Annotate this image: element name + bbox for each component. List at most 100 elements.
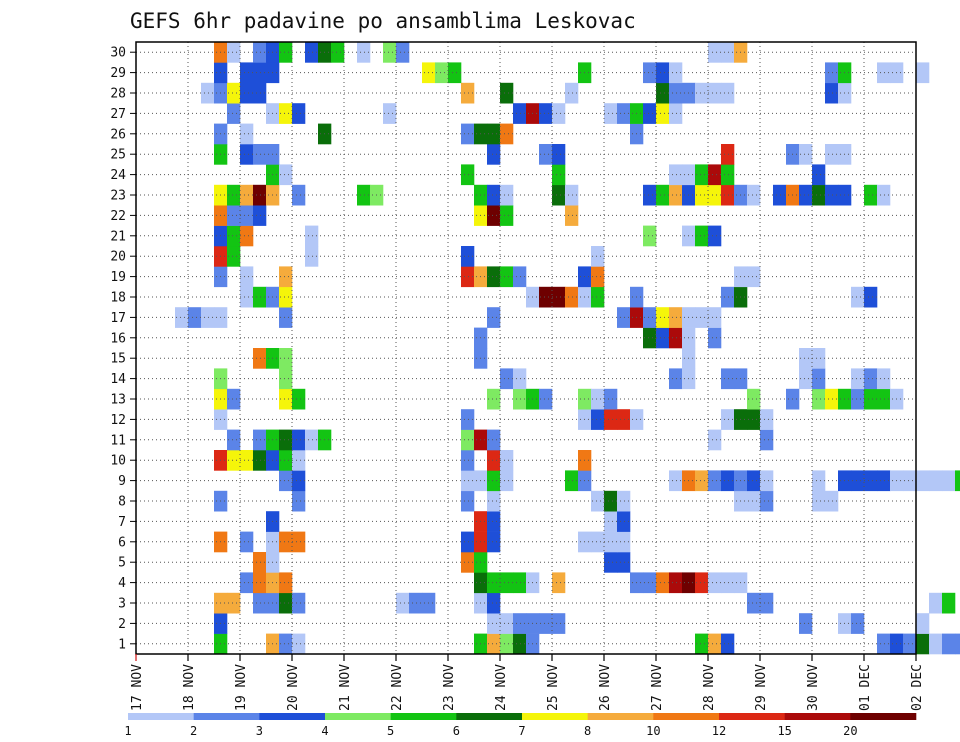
cell xyxy=(825,82,839,104)
cell xyxy=(825,388,839,410)
cell xyxy=(916,62,930,84)
cell xyxy=(812,164,826,186)
legend-label: 15 xyxy=(777,724,791,738)
y-tick-label: 30 xyxy=(110,46,126,61)
y-tick-label: 22 xyxy=(110,209,126,224)
cell xyxy=(604,511,618,532)
cell xyxy=(929,633,943,655)
cell xyxy=(292,490,306,512)
cell xyxy=(539,286,553,308)
cell xyxy=(942,633,956,655)
y-tick-label: 28 xyxy=(110,87,126,102)
legend-swatch xyxy=(587,713,654,720)
chart-title: GEFS 6hr padavine po ansamblima Leskovac xyxy=(130,9,636,33)
cell xyxy=(461,490,475,512)
cell xyxy=(812,490,826,512)
cell xyxy=(695,184,709,206)
legend-label: 20 xyxy=(843,724,857,738)
cell xyxy=(877,368,891,390)
y-tick-label: 8 xyxy=(118,495,126,510)
cell xyxy=(240,123,254,145)
cell xyxy=(227,450,241,471)
cell xyxy=(669,572,683,594)
cell xyxy=(409,592,423,614)
cell xyxy=(591,490,605,512)
cell xyxy=(201,307,215,328)
cell xyxy=(695,470,709,492)
cell xyxy=(643,184,657,206)
y-tick-label: 9 xyxy=(118,474,126,489)
cell xyxy=(279,266,293,288)
cell xyxy=(695,572,709,594)
cell xyxy=(591,409,605,430)
cell xyxy=(292,429,306,451)
x-tick-label: 27 NOV xyxy=(650,664,665,711)
cell xyxy=(240,205,254,226)
cell xyxy=(279,572,293,594)
y-tick-label: 19 xyxy=(110,270,126,285)
cell xyxy=(643,103,657,124)
cell xyxy=(604,552,618,573)
legend-swatch xyxy=(719,713,785,720)
x-tick-label: 23 NOV xyxy=(442,664,457,711)
cell xyxy=(331,42,345,63)
cell xyxy=(487,470,501,492)
cell xyxy=(760,470,774,492)
cell xyxy=(669,368,683,390)
x-tick-label: 01 DEC xyxy=(858,664,873,711)
cell xyxy=(448,62,462,84)
x-tick-label: 02 DEC xyxy=(910,664,925,711)
cell xyxy=(201,82,215,104)
cell xyxy=(487,123,501,145)
legend-swatch xyxy=(193,713,260,720)
cell xyxy=(864,368,878,390)
cell xyxy=(253,592,267,614)
cell xyxy=(942,470,956,492)
cell xyxy=(552,103,566,124)
cell xyxy=(721,82,735,104)
cell xyxy=(617,103,631,124)
cell xyxy=(487,592,501,614)
cell xyxy=(383,42,397,63)
y-tick-label: 6 xyxy=(118,535,126,550)
cell xyxy=(812,470,826,492)
y-tick-label: 16 xyxy=(110,331,126,346)
cell xyxy=(240,450,254,471)
cell xyxy=(227,82,241,104)
legend-label: 5 xyxy=(387,724,394,738)
cell xyxy=(279,470,293,492)
cell xyxy=(552,613,566,634)
cell xyxy=(851,613,865,634)
cell xyxy=(253,286,267,308)
cell xyxy=(227,225,241,247)
cell xyxy=(292,103,306,124)
cell xyxy=(656,327,670,349)
cell xyxy=(708,225,722,247)
cell xyxy=(877,388,891,410)
cell xyxy=(461,246,475,267)
cell xyxy=(552,184,566,206)
cell xyxy=(253,82,267,104)
cell xyxy=(240,144,254,165)
cell xyxy=(500,266,514,288)
cell xyxy=(877,470,891,492)
cell xyxy=(929,592,943,614)
cell xyxy=(760,409,774,430)
cell xyxy=(721,144,735,165)
legend-swatch xyxy=(325,713,391,720)
cell xyxy=(539,103,553,124)
cell xyxy=(461,123,475,145)
cell xyxy=(461,164,475,186)
cell xyxy=(643,307,657,328)
cell xyxy=(604,490,618,512)
cell xyxy=(955,633,960,655)
cell xyxy=(825,144,839,165)
cell xyxy=(461,470,475,492)
cell xyxy=(279,633,293,655)
cell xyxy=(240,572,254,594)
cell xyxy=(929,470,943,492)
cell xyxy=(227,592,241,614)
cell xyxy=(227,388,241,410)
cell xyxy=(253,42,267,63)
cell xyxy=(669,62,683,84)
